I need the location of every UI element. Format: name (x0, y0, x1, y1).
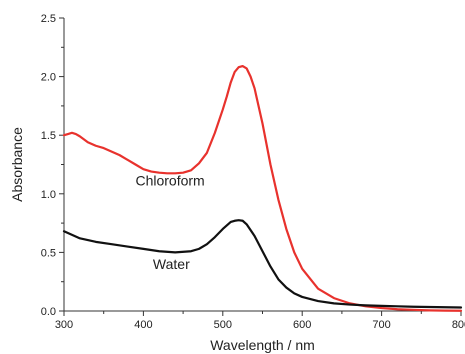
y-tick-label: 1.0 (41, 189, 56, 201)
x-axis-label: Wavelength / nm (210, 337, 315, 353)
y-tick-label: 1.5 (41, 130, 56, 142)
y-tick-label: 0.0 (41, 306, 56, 318)
x-tick-label: 800 (452, 319, 465, 331)
y-tick-label: 2.0 (41, 72, 56, 84)
y-axis-label: Absorbance (9, 127, 25, 202)
series-line-chloroform (62, 64, 463, 312)
annotation-layer: Chloroform Water (135, 173, 204, 272)
x-tick-label: 600 (293, 319, 311, 331)
axes-layer: 300 400 500 600 700 800 0.0 0.5 1.0 1.5 2.0 2.5 (41, 13, 465, 331)
x-tick-label: 700 (372, 319, 390, 331)
y-tick-label: 2.5 (41, 13, 56, 25)
annotation-water: Water (153, 256, 190, 272)
x-tick-label: 300 (55, 319, 73, 331)
x-tick-label: 500 (214, 319, 232, 331)
series-line-water (62, 219, 463, 309)
series-layer (62, 64, 463, 312)
y-tick-label: 0.5 (41, 247, 56, 259)
x-tick-label: 400 (134, 319, 152, 331)
annotation-chloroform: Chloroform (135, 173, 204, 189)
